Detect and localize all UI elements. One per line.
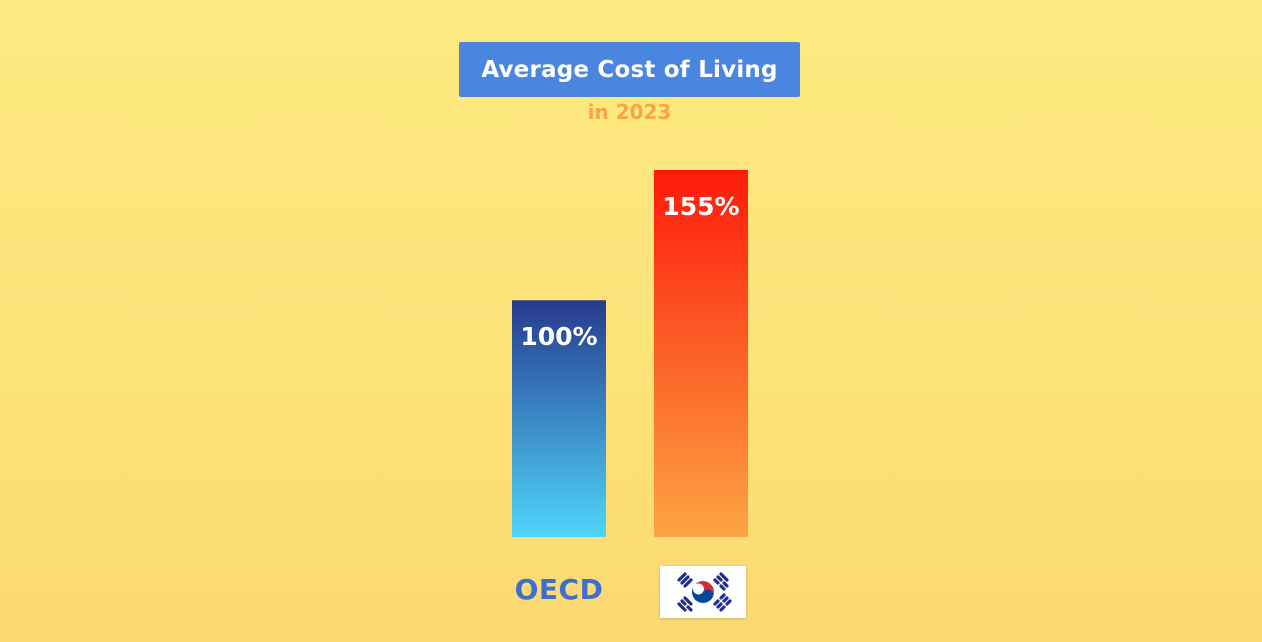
chart-title: Average Cost of Living — [481, 56, 778, 83]
south-korea-flag-icon — [660, 566, 746, 618]
data-label-south-korea: 155% — [662, 192, 739, 221]
bar-south-korea — [654, 170, 748, 537]
x-tick-label-oecd: OECD — [514, 573, 604, 606]
chart-subtitle: in 2023 — [587, 100, 672, 124]
data-label-oecd: 100% — [520, 322, 597, 351]
bar-oecd — [512, 300, 606, 537]
chart-title-box: Average Cost of Living — [459, 42, 800, 97]
